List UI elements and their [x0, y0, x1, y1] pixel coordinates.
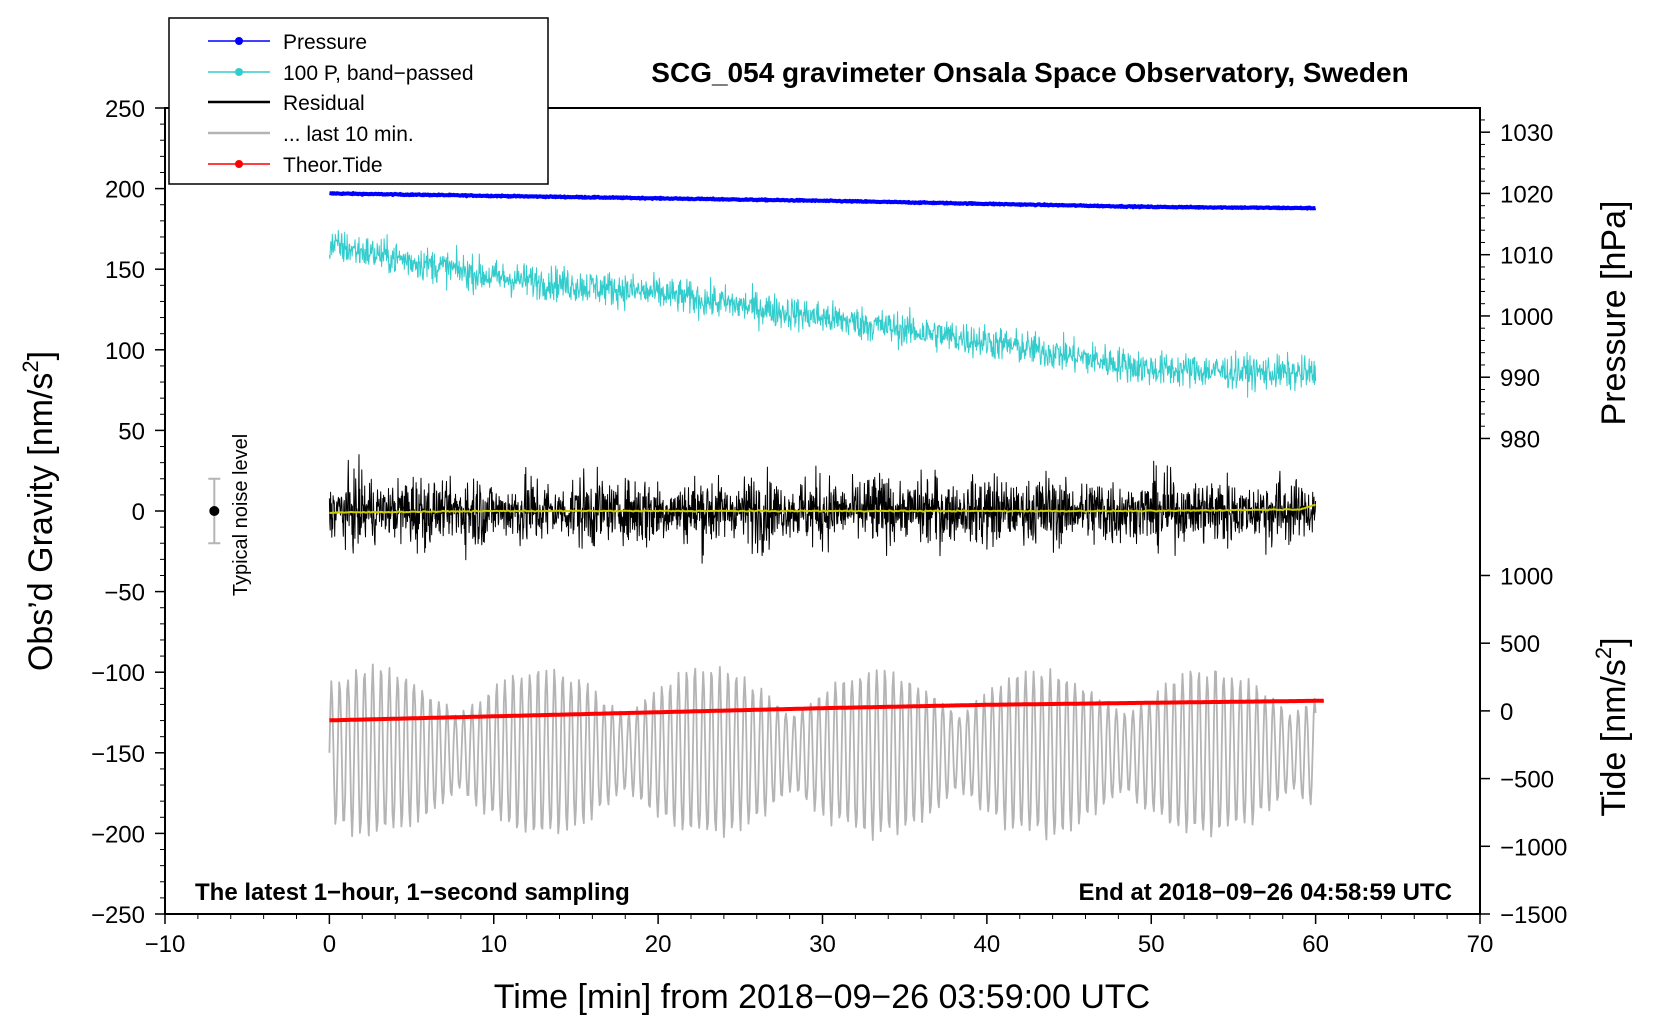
legend-label-band-passed: 100 P, band−passed: [283, 62, 474, 85]
tide-tick-label-4: 500: [1500, 631, 1540, 658]
x-tick-label-6: 50: [1138, 931, 1165, 958]
x-tick-label-8: 70: [1467, 931, 1494, 958]
series-pressure: [328, 191, 1317, 211]
noise-level-label: Typical noise level: [230, 434, 252, 596]
x-tick-label-0: −10: [145, 931, 186, 958]
x-tick-label-1: 0: [323, 931, 336, 958]
legend: Pressure 100 P, band−passed Residual ...…: [168, 17, 549, 185]
y-tick-label-8: 150: [105, 257, 145, 284]
data-layer: [208, 191, 1325, 841]
y-tick-label-2: −150: [91, 741, 145, 768]
pressure-axis-title: Pressure [hPa]: [1595, 201, 1633, 426]
x-tick-label-3: 20: [645, 931, 672, 958]
series-theor-tide: [329, 698, 1325, 723]
legend-item-last-10-min: ... last 10 min.: [208, 123, 414, 146]
chart-title: SCG_054 gravimeter Onsala Space Observat…: [651, 57, 1408, 88]
pressure-tick-label-4: 1020: [1500, 181, 1553, 208]
y-tick-label-6: 50: [118, 418, 145, 445]
y-axis-title-main: Obs’d Gravity [nm/s: [22, 373, 60, 672]
legend-label-residual: Residual: [283, 92, 365, 115]
series-residual-smoothed: [329, 503, 1316, 514]
pressure-tick-label-3: 1010: [1500, 243, 1553, 270]
pressure-tick-label-2: 1000: [1500, 304, 1553, 331]
y-tick-label-1: −200: [91, 821, 145, 848]
tide-tick-label-1: −1000: [1500, 834, 1567, 861]
annotation-sampling: The latest 1−hour, 1−second sampling: [195, 879, 630, 906]
tide-axis-title-close: ]: [1595, 637, 1633, 646]
y-axis-title-sup: 2: [18, 360, 43, 372]
tide-tick-label-3: 0: [1500, 699, 1513, 726]
x-tick-label-2: 10: [480, 931, 507, 958]
y-tick-label-3: −100: [91, 660, 145, 687]
y-tick-label-5: 0: [132, 499, 145, 526]
annotation-end-time: End at 2018−09−26 04:58:59 UTC: [1078, 879, 1452, 906]
pressure-tick-label-1: 990: [1500, 365, 1540, 392]
pressure-tick-label-0: 980: [1500, 426, 1540, 453]
x-tick-label-4: 30: [809, 931, 836, 958]
legend-label-theor-tide: Theor.Tide: [283, 154, 383, 177]
axes-layer: −10 0 10 20 30 40 50 60 70−250−200−150−100−50050…: [91, 96, 1567, 958]
y-tick-label-9: 200: [105, 177, 145, 204]
y-axis-title-close: ]: [22, 351, 60, 360]
noise-bar-center: [209, 506, 220, 516]
x-tick-label-5: 40: [974, 931, 1001, 958]
tide-tick-label-0: −1500: [1500, 902, 1567, 929]
legend-item-theor-tide: Theor.Tide: [208, 154, 383, 177]
tide-tick-label-2: −500: [1500, 767, 1554, 794]
series-last-10-min: [328, 663, 1317, 841]
tide-axis-title-main: Tide [nm/s: [1595, 659, 1633, 816]
series-residual: [328, 454, 1317, 564]
x-axis-title: Time [min] from 2018−09−26 03:59:00 UTC: [494, 978, 1150, 1016]
y-tick-label-0: −250: [91, 902, 145, 929]
legend-marker-pressure: [235, 37, 243, 45]
legend-label-pressure: Pressure: [283, 31, 367, 54]
tide-axis-title-sup: 2: [1591, 647, 1616, 659]
legend-label-last-10-min: ... last 10 min.: [283, 123, 414, 146]
legend-item-band-passed: 100 P, band−passed: [208, 62, 474, 85]
y-tick-label-7: 100: [105, 338, 145, 365]
legend-item-residual: Residual: [208, 92, 365, 115]
x-tick-label-7: 60: [1302, 931, 1329, 958]
legend-item-pressure: Pressure: [208, 31, 367, 54]
y-tick-label-4: −50: [104, 580, 145, 607]
tide-tick-label-5: 1000: [1500, 563, 1553, 590]
pressure-tick-label-5: 1030: [1500, 120, 1553, 147]
tide-axis-title: Tide [nm/s2]: [1591, 637, 1633, 816]
y-axis-title: Obs’d Gravity [nm/s2]: [18, 351, 60, 671]
legend-marker-theor-tide: [235, 160, 243, 168]
y-tick-label-10: 250: [105, 96, 145, 123]
legend-marker-band-passed: [235, 68, 243, 76]
series-100-p-band-passed: [328, 229, 1317, 398]
